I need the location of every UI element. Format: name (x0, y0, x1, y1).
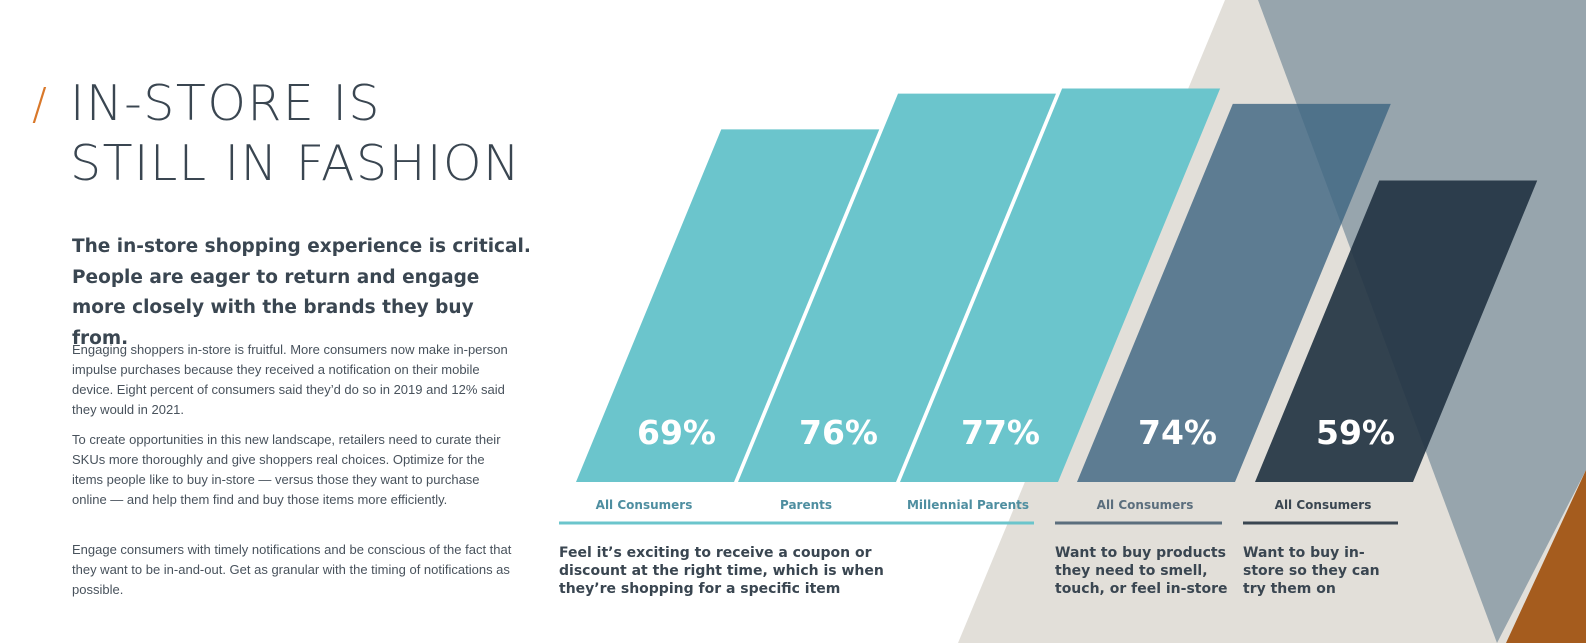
lead-statement: The in-store shopping experience is crit… (72, 236, 531, 349)
page-title: IN-STORE IS STILL IN FASHION (70, 74, 590, 194)
title-line-1: IN-STORE IS (70, 75, 382, 132)
background-orange-triangle (1506, 470, 1586, 643)
category-label-all-consumers-try: All Consumers (1275, 498, 1372, 512)
bar-all-consumers-try (1255, 180, 1538, 482)
bar-value-all-consumers-try: 59% (1316, 413, 1395, 452)
category-label-millennial-parents: Millennial Parents (907, 498, 1029, 512)
caption-coupon: Feel it’s exciting to receive a coupon o… (559, 545, 884, 597)
body-paragraph-notifications: Engage consumers with timely notificatio… (72, 542, 512, 597)
bar-millennial-parents (900, 88, 1221, 482)
bar-value-all-consumers-coupon: 69% (637, 413, 716, 452)
category-label-all-consumers-smell: All Consumers (1097, 498, 1194, 512)
title-line-2: STILL IN FASHION (70, 135, 522, 192)
category-label-parents: Parents (780, 498, 832, 512)
bar-all-consumers-smell (1077, 103, 1391, 483)
caption-try-on: Want to buy in-store so they can try the… (1243, 545, 1380, 597)
bar-value-all-consumers-smell: 74% (1138, 413, 1217, 452)
body-paragraph-impulse: Engaging shoppers in-store is fruitful. … (72, 342, 508, 417)
bar-value-millennial-parents: 77% (961, 413, 1040, 452)
title-slash: / (32, 79, 47, 130)
body-paragraph-sku: To create opportunities in this new land… (72, 432, 501, 507)
bar-parents (738, 93, 1057, 482)
bar-value-parents: 76% (799, 413, 878, 452)
bar-all-consumers-coupon (576, 129, 880, 482)
caption-smell-touch: Want to buy products they need to smell,… (1055, 545, 1228, 597)
category-label-all-consumers-coupon: All Consumers (596, 498, 693, 512)
